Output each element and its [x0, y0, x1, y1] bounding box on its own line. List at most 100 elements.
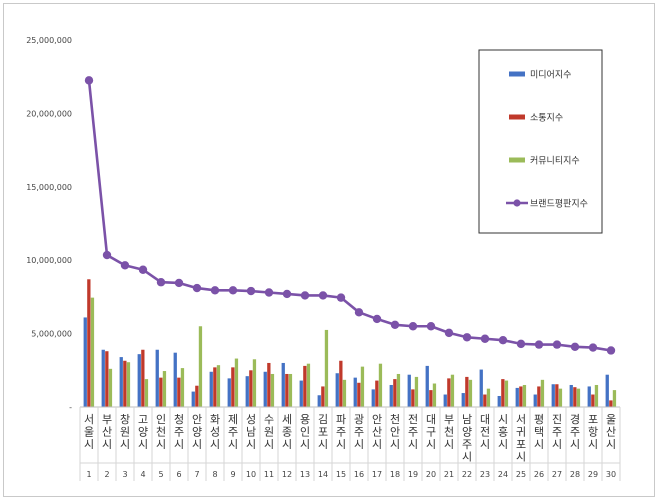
bar-3	[162, 371, 167, 407]
x-rank-label: 14	[318, 470, 328, 479]
x-rank-label: 29	[588, 470, 598, 479]
x-rank-label: 6	[176, 470, 181, 479]
line-point	[228, 286, 238, 295]
x-rank-label: 10	[246, 470, 256, 479]
line-point	[120, 261, 130, 270]
x-rank-label: 12	[282, 470, 292, 479]
bar-1	[425, 365, 429, 407]
bar-3	[396, 373, 401, 407]
bar-1	[335, 373, 339, 407]
bar-1	[605, 374, 609, 407]
line-point	[606, 346, 616, 355]
line-point	[264, 288, 274, 297]
bar-2	[411, 389, 415, 407]
line-point	[516, 339, 526, 349]
bar-1	[569, 384, 573, 407]
bar-2	[537, 386, 541, 407]
bar-3	[486, 388, 491, 407]
bar-1	[209, 371, 213, 407]
y-tick-label: 25,000,000	[26, 36, 72, 45]
legend-swatch	[509, 157, 525, 163]
bar-1	[119, 357, 123, 407]
bar-1	[263, 371, 267, 407]
bar-3	[288, 373, 293, 407]
line-point	[192, 283, 202, 293]
x-rank-label: 5	[158, 470, 163, 479]
bar-1	[173, 352, 177, 407]
bar-3	[594, 384, 599, 407]
x-rank-label: 7	[194, 470, 199, 479]
bar-2	[141, 349, 145, 407]
line-point	[480, 334, 490, 343]
bar-1	[227, 378, 231, 407]
y-tick-label: 5,000,000	[31, 330, 72, 339]
x-axis: 서 울 시 1 부 산 시 2 창 원 시 3 고 양 시 4 인 천 시 5 청 주 시 6 안 양 시 7 화 성 시 8 제 주 시 9 성 남 시 1…	[79, 406, 621, 481]
line-point	[372, 314, 382, 324]
bar-1	[299, 380, 303, 407]
line-point	[300, 291, 310, 300]
bar-1	[191, 391, 195, 407]
bar-1	[461, 393, 465, 407]
bar-1	[317, 395, 321, 407]
line-point	[444, 328, 454, 338]
legend-label: 미디어지수	[530, 70, 571, 81]
x-rank-label: 2	[104, 470, 109, 479]
line-point	[552, 340, 562, 349]
chart-frame: - 5,000,000 10,000,000 15,000,000 20,000,000…	[3, 3, 655, 497]
bar-2	[285, 373, 289, 407]
bar-1	[155, 349, 159, 407]
bar-1	[551, 384, 555, 407]
y-tick-label: 15,000,000	[26, 183, 72, 192]
bar-1	[515, 387, 519, 407]
bar-2	[213, 367, 217, 407]
line-point	[462, 333, 472, 342]
x-rank-label: 20	[426, 470, 436, 479]
bar-3	[108, 368, 113, 407]
bar-2	[357, 382, 361, 407]
x-rank-label: 8	[212, 470, 217, 479]
x-rank-label: 13	[300, 470, 310, 479]
y-tick-label: -	[69, 403, 72, 412]
bar-3	[468, 379, 473, 407]
line-point	[156, 278, 166, 287]
bar-1	[245, 376, 249, 407]
bar-2	[447, 378, 451, 407]
bar-2	[159, 377, 163, 407]
bar-2	[303, 365, 307, 407]
bar-3	[306, 363, 311, 407]
bar-3	[252, 359, 257, 407]
chart-svg: - 5,000,000 10,000,000 15,000,000 20,000,000…	[26, 36, 621, 481]
line-point	[336, 293, 346, 302]
bar-3	[144, 379, 149, 407]
bar-1	[443, 394, 447, 407]
bar-3	[180, 368, 185, 407]
bar-2	[123, 360, 127, 407]
bar-2	[375, 380, 379, 407]
bar-2	[591, 394, 595, 407]
legend-swatch	[509, 114, 525, 120]
bar-2	[429, 390, 433, 407]
bar-3	[270, 373, 275, 407]
bar-2	[195, 385, 199, 407]
bar-3	[216, 365, 221, 407]
